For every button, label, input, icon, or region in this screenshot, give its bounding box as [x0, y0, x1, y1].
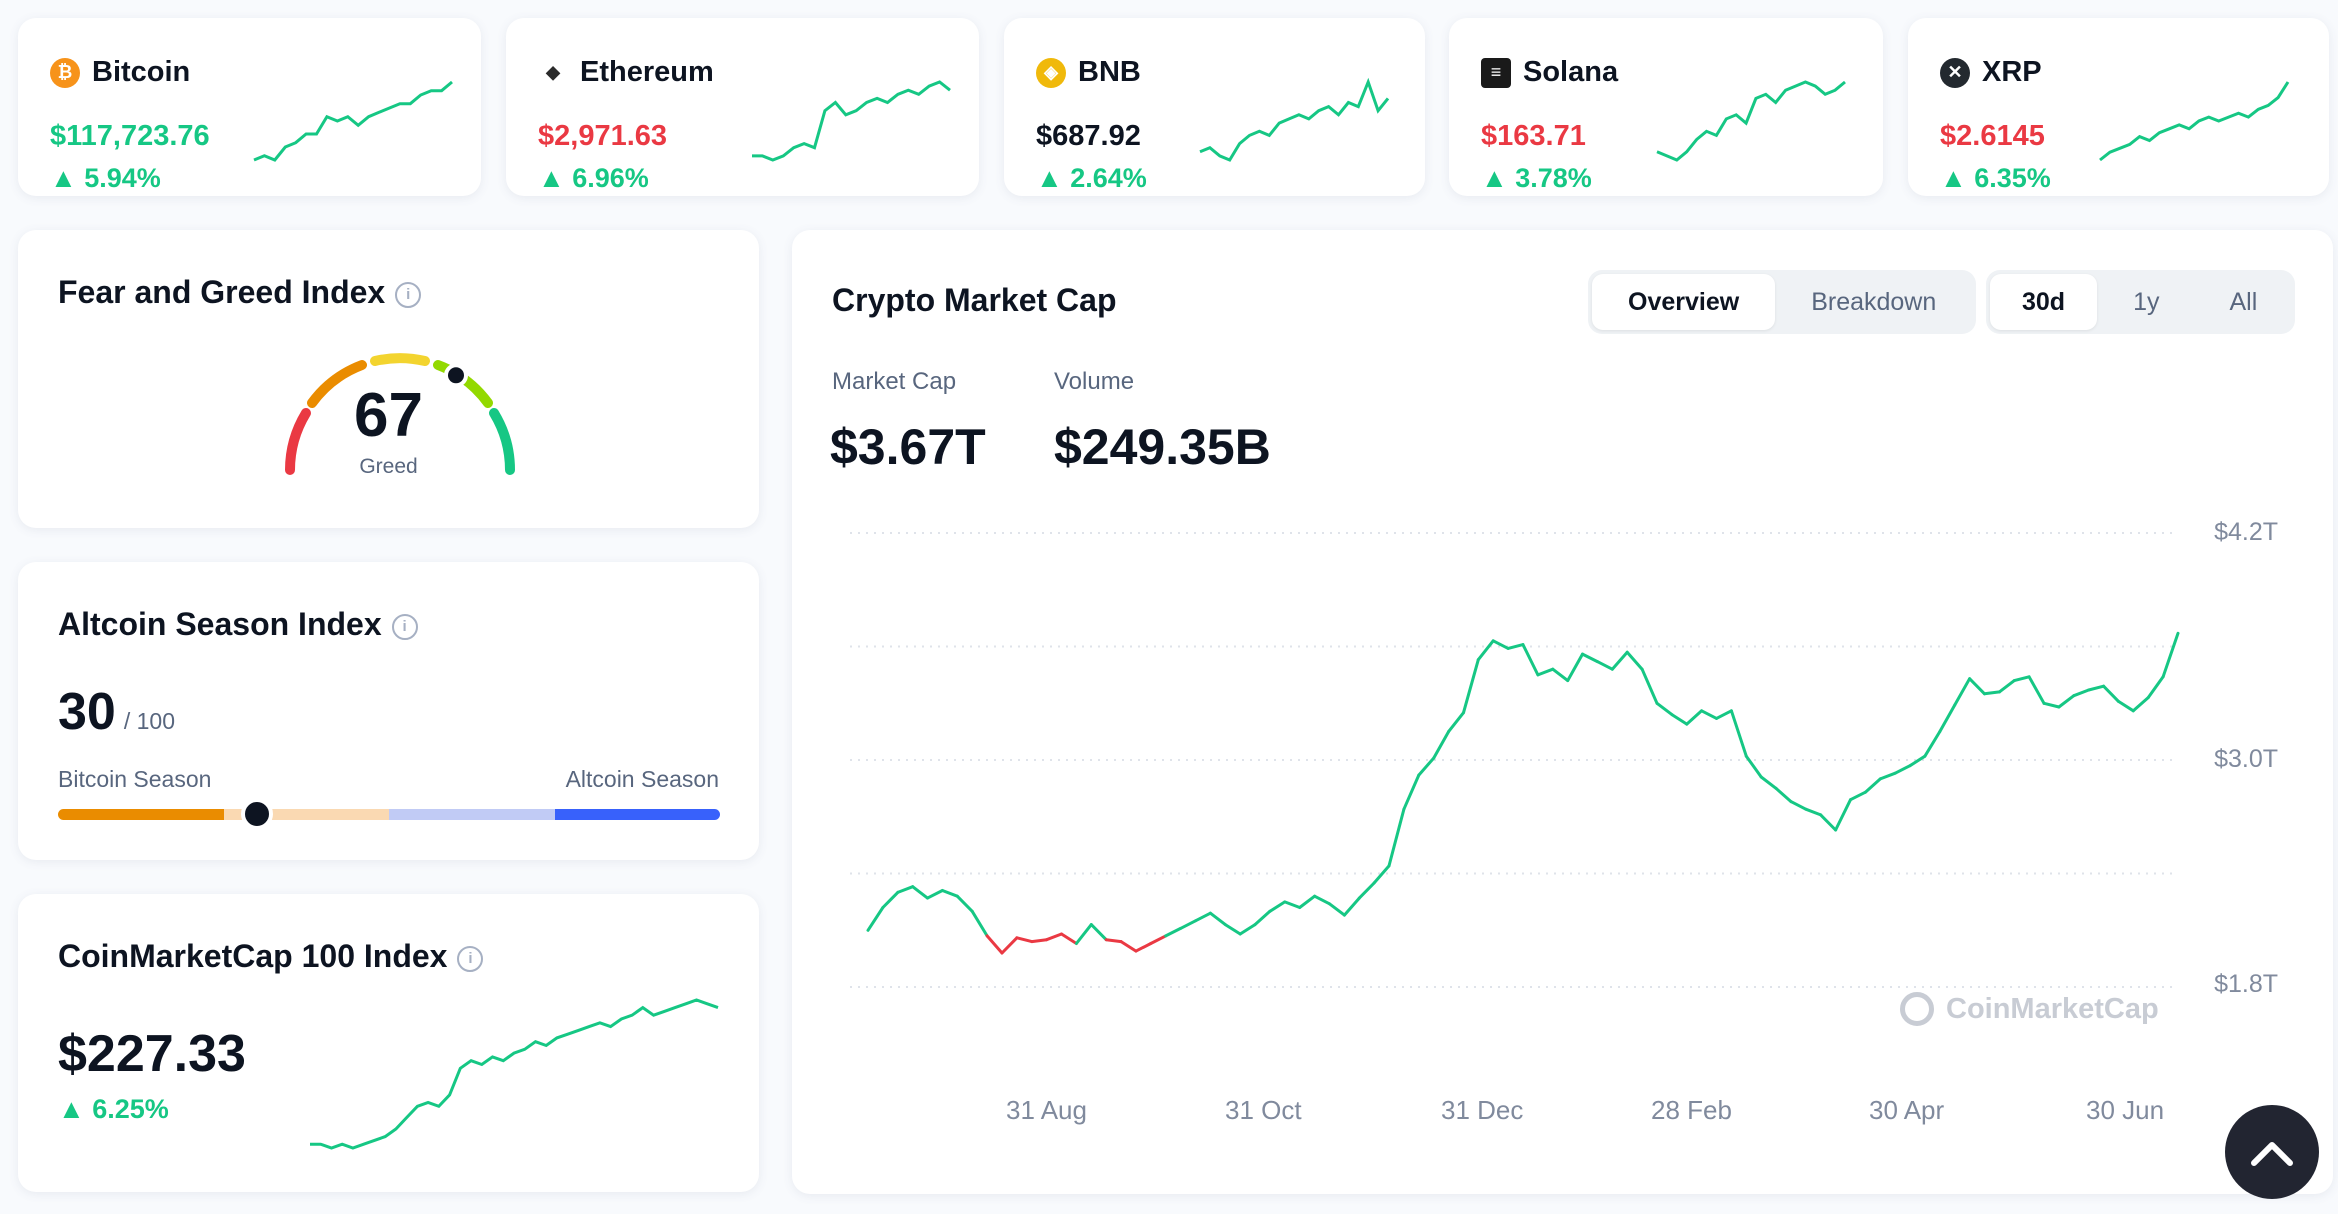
volume-value: $249.35B	[1054, 419, 1271, 475]
altcoin-season-value: 30/ 100	[58, 683, 175, 741]
coin-change: ▲ 2.64%	[1036, 163, 1147, 193]
coin-name: Bitcoin	[92, 56, 191, 88]
coin-price: $163.71	[1481, 120, 1586, 152]
triangle-up-icon: ▲	[1036, 163, 1071, 193]
sparkline-path	[1199, 77, 1390, 162]
cmc100-card[interactable]: CoinMarketCap 100 Index i $227.33 ▲ 6.25%	[18, 894, 759, 1192]
coin-sparkline	[2099, 81, 2290, 162]
scroll-to-top-button[interactable]	[2225, 1105, 2319, 1199]
gauge-segment-extreme-fear	[285, 408, 311, 475]
info-icon[interactable]: i	[395, 281, 422, 308]
cmc100-sparkline	[310, 998, 719, 1150]
coin-price: $687.92	[1036, 120, 1141, 152]
info-icon[interactable]: i	[391, 613, 418, 640]
gauge-segment-fear	[307, 360, 367, 408]
gauge-segment-extreme-greed	[489, 408, 515, 475]
altcoin-season-label: Altcoin Season	[565, 766, 719, 792]
coin-name: BNB	[1078, 56, 1141, 88]
gauge-indicator	[444, 363, 468, 388]
view-tabs: Overview Breakdown	[1588, 270, 1977, 334]
tab-breakdown[interactable]: Breakdown	[1811, 288, 1937, 316]
info-icon[interactable]: i	[457, 945, 484, 972]
fear-greed-label: Greed	[359, 455, 418, 478]
volume-label: Volume	[1054, 368, 1135, 395]
altcoin-season-indicator	[240, 798, 273, 830]
coin-change: ▲ 5.94%	[50, 163, 161, 193]
triangle-up-icon: ▲	[1940, 163, 1975, 193]
triangle-up-icon: ▲	[1481, 163, 1516, 193]
chevron-up-icon	[2251, 1142, 2293, 1166]
coin-sparkline	[253, 80, 453, 162]
triangle-up-icon: ▲	[538, 163, 573, 193]
coin-sparkline	[752, 80, 951, 162]
market-cap-title: Crypto Market Cap	[832, 282, 1117, 318]
coin-sparkline	[1656, 80, 1846, 162]
market-cap-value: $3.67T	[830, 419, 986, 475]
coin-change: ▲ 6.96%	[538, 163, 649, 193]
cmc100-change: ▲ 6.25%	[58, 1094, 169, 1124]
altcoin-season-card[interactable]: Altcoin Season Index i 30/ 100 Bitcoin Se…	[18, 562, 759, 860]
sparkline-path	[2099, 81, 2290, 162]
coin-change: ▲ 6.35%	[1940, 163, 2051, 193]
coinmarketcap-logo-icon	[1900, 992, 1934, 1026]
coin-price: $2,971.63	[538, 120, 668, 152]
sparkline-path	[752, 80, 951, 162]
x-tick-label: 30 Apr	[1869, 1095, 1945, 1125]
market-cap-card[interactable]: Crypto Market Cap Overview Breakdown 30d…	[792, 230, 2333, 1194]
ethereum-icon: ◆	[538, 57, 568, 88]
triangle-up-icon: ▲	[58, 1094, 93, 1124]
coin-card-solana[interactable]: ≡ Solana $163.71 ▲ 3.78%	[1449, 18, 1883, 196]
x-tick-label: 31 Dec	[1441, 1095, 1524, 1125]
cmc100-value: $227.33	[58, 1025, 246, 1083]
range-1y[interactable]: 1y	[2133, 288, 2160, 316]
altcoin-season-bar	[58, 809, 720, 820]
coin-change: ▲ 3.78%	[1481, 163, 1592, 193]
coin-card-bnb[interactable]: ◈ BNB $687.92 ▲ 2.64%	[1004, 18, 1425, 196]
altcoin-season-title: Altcoin Season Index i	[58, 606, 418, 643]
sparkline-path	[253, 80, 453, 162]
range-30d[interactable]: 30d	[1990, 274, 2098, 330]
x-tick-label: 31 Oct	[1225, 1095, 1302, 1125]
bitcoin-icon: ₿	[50, 57, 80, 88]
coin-card-bitcoin[interactable]: ₿ Bitcoin $117,723.76 ▲ 5.94%	[18, 18, 481, 196]
coin-price: $117,723.76	[50, 120, 210, 152]
x-tick-label: 31 Aug	[1006, 1095, 1087, 1125]
coin-card-xrp[interactable]: ✕ XRP $2.6145 ▲ 6.35%	[1908, 18, 2329, 196]
solana-icon: ≡	[1481, 57, 1511, 88]
sparkline-path	[310, 998, 719, 1150]
tab-overview[interactable]: Overview	[1592, 274, 1776, 330]
coin-name: XRP	[1982, 56, 2042, 88]
bnb-icon: ◈	[1036, 57, 1066, 88]
x-tick-label: 28 Feb	[1651, 1095, 1732, 1125]
fear-greed-card[interactable]: Fear and Greed Index i 67 Greed	[18, 230, 759, 528]
range-tabs: 30d 1y All	[1986, 270, 2296, 334]
fear-greed-value: 67	[354, 381, 423, 450]
range-all[interactable]: All	[2229, 288, 2258, 316]
coin-price: $2.6145	[1940, 120, 2045, 152]
y-tick-label: $4.2T	[2214, 518, 2278, 546]
triangle-up-icon: ▲	[50, 163, 85, 193]
coin-card-ethereum[interactable]: ◆ Ethereum $2,971.63 ▲ 6.96%	[506, 18, 979, 196]
fear-greed-gauge	[285, 353, 515, 475]
y-tick-label: $3.0T	[2214, 745, 2278, 773]
market-cap-label: Market Cap	[832, 368, 957, 395]
coin-sparkline	[1199, 77, 1390, 162]
xrp-icon: ✕	[1940, 57, 1970, 88]
x-tick-label: 30 Jun	[2086, 1095, 2165, 1125]
fear-greed-title: Fear and Greed Index i	[58, 274, 422, 311]
bitcoin-season-label: Bitcoin Season	[58, 766, 212, 792]
coin-name: Solana	[1523, 56, 1619, 88]
sparkline-path	[1656, 80, 1846, 162]
y-tick-label: $1.8T	[2214, 970, 2278, 998]
cmc100-title: CoinMarketCap 100 Index i	[58, 938, 484, 975]
gauge-segment-neutral	[370, 353, 430, 366]
coinmarketcap-watermark: CoinMarketCap	[1900, 992, 2159, 1026]
coin-name: Ethereum	[580, 56, 714, 88]
